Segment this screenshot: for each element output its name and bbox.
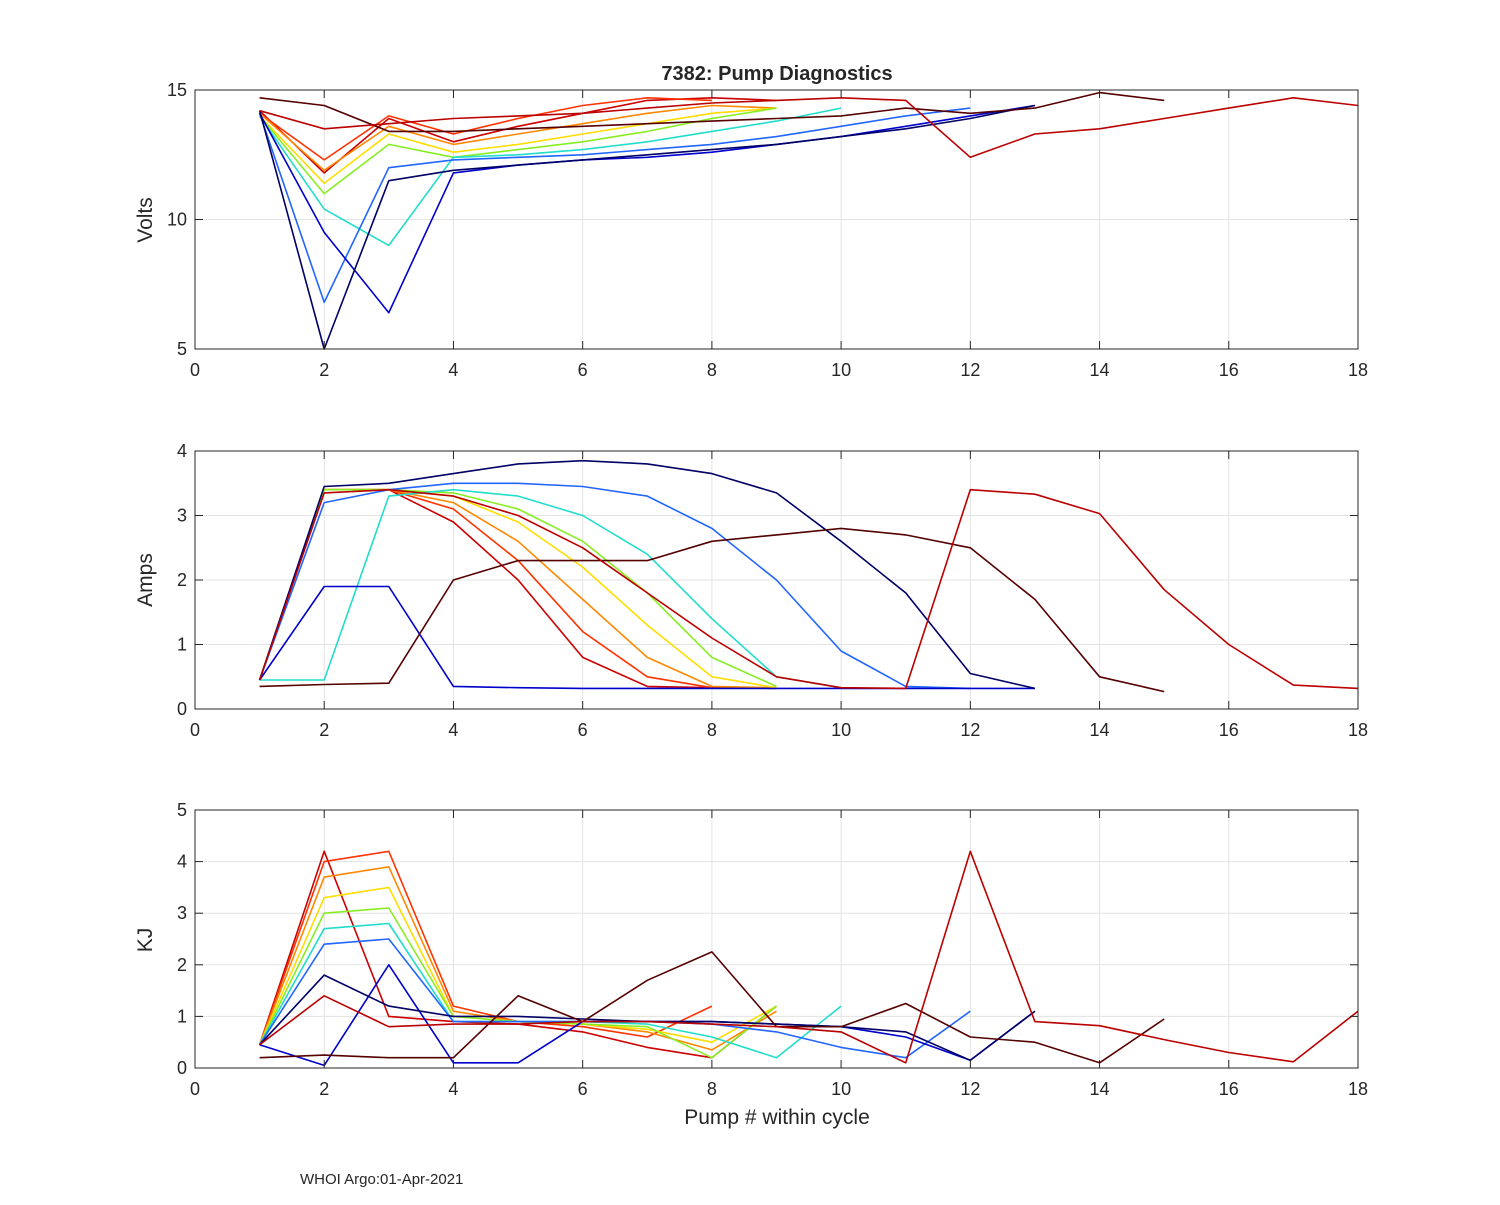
energy-xtick-label-3: 6 <box>578 1079 588 1099</box>
volts-series-profile-late-3 <box>258 104 1036 350</box>
amps-series-profile-late-3 <box>258 459 1036 690</box>
volts-series-profile-late-2 <box>258 104 1036 314</box>
volts-xtick-label-7: 14 <box>1090 360 1110 380</box>
amps-series-profile-dark-1 <box>259 527 1165 693</box>
amps-xtick-label-3: 6 <box>578 720 588 740</box>
volts-xtick-label-1: 2 <box>319 360 329 380</box>
amps-xtick-label-1: 2 <box>319 720 329 740</box>
energy-ytick-label-4: 4 <box>177 852 187 872</box>
volts-ytick-label-1: 10 <box>167 210 187 230</box>
volts-series-profile-early-3 <box>259 104 777 172</box>
x-axis-label: Pump # within cycle <box>684 1106 870 1129</box>
energy-series-profile-early-2 <box>258 850 713 1046</box>
volts-xtick-label-5: 10 <box>831 360 851 380</box>
volts-series-profile-mid-3 <box>258 107 842 247</box>
amps-xtick-label-4: 8 <box>707 720 717 740</box>
energy-ytick-label-3: 3 <box>177 903 187 923</box>
energy-series-profile-long <box>259 850 1359 1064</box>
volts-panel: 0 2 4 6 8 10 12 14 16 18 5 10 15 <box>167 80 1368 380</box>
amps-xtick-label-8: 16 <box>1219 720 1239 740</box>
amps-axis-label: Amps <box>134 553 157 607</box>
amps-xtick-label-0: 0 <box>190 720 200 740</box>
volts-xtick-label-0: 0 <box>190 360 200 380</box>
amps-xtick-label-5: 10 <box>831 720 851 740</box>
energy-xtick-label-4: 8 <box>707 1079 717 1099</box>
energy-xtick-label-8: 16 <box>1219 1079 1239 1099</box>
amps-ytick-label-2: 2 <box>177 570 187 590</box>
volts-xtick-label-8: 16 <box>1219 360 1239 380</box>
energy-plot-area <box>195 810 1358 1068</box>
volts-series-profile-mid-1 <box>259 107 777 184</box>
amps-ytick-label-3: 3 <box>177 506 187 526</box>
volts-xtick-label-4: 8 <box>707 360 717 380</box>
volts-xtick-label-3: 6 <box>578 360 588 380</box>
energy-xtick-label-6: 12 <box>960 1079 980 1099</box>
amps-ytick-label-1: 1 <box>177 635 187 655</box>
volts-series-profile-long <box>259 97 1359 159</box>
amps-xtick-label-9: 18 <box>1348 720 1368 740</box>
energy-ytick-label-1: 1 <box>177 1006 187 1026</box>
amps-ytick-label-4: 4 <box>177 441 187 461</box>
volts-series-profile-mid-2 <box>258 107 777 195</box>
amps-series-profile-long <box>258 488 1359 690</box>
volts-ytick-label-0: 5 <box>177 339 187 359</box>
volts-axis-label: Volts <box>134 197 157 243</box>
energy-xtick-label-0: 0 <box>190 1079 200 1099</box>
energy-axis-label: KJ <box>134 928 157 953</box>
chart-title: 7382: Pump Diagnostics <box>661 63 892 85</box>
energy-xtick-label-7: 14 <box>1090 1079 1110 1099</box>
amps-series-profile-mid-3 <box>259 488 842 689</box>
footer-stamp: WHOI Argo:01-Apr-2021 <box>300 1171 463 1188</box>
volts-series-profile-late-1 <box>258 107 971 304</box>
amps-xtick-label-2: 4 <box>448 720 458 740</box>
volts-xtick-label-9: 18 <box>1348 360 1368 380</box>
energy-axes-box <box>194 809 1359 1069</box>
energy-xtick-label-2: 4 <box>448 1079 458 1099</box>
amps-xtick-label-7: 14 <box>1090 720 1110 740</box>
amps-series-profile-mid-2 <box>258 488 777 688</box>
amps-ytick-label-0: 0 <box>177 699 187 719</box>
energy-ytick-label-2: 2 <box>177 955 187 975</box>
energy-ytick-label-0: 0 <box>177 1058 187 1078</box>
energy-ytick-label-5: 5 <box>177 800 187 820</box>
volts-series-profile-dark-1 <box>259 91 1165 133</box>
volts-xtick-label-2: 4 <box>448 360 458 380</box>
energy-xtick-label-1: 2 <box>319 1079 329 1099</box>
energy-series-profile-dark-1 <box>259 951 1165 1064</box>
volts-xtick-label-6: 12 <box>960 360 980 380</box>
volts-ytick-label-2: 15 <box>167 80 187 100</box>
energy-xtick-label-9: 18 <box>1348 1079 1368 1099</box>
energy-xtick-label-5: 10 <box>831 1079 851 1099</box>
amps-xtick-label-6: 12 <box>960 720 980 740</box>
amps-series-profile-late-1 <box>258 482 971 690</box>
volts-series-profile-early-2 <box>259 97 712 161</box>
